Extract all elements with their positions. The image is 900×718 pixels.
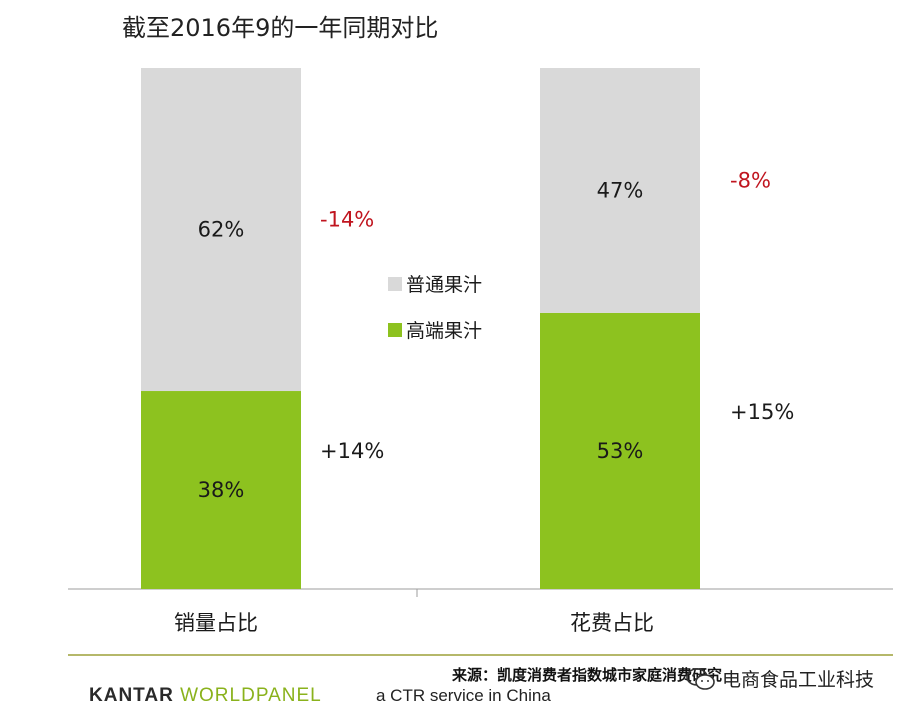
- legend-label-regular: 普通果汁: [406, 274, 482, 296]
- change-label-premium-2: +15%: [730, 400, 794, 424]
- change-label-premium-1: +14%: [320, 439, 384, 463]
- bar-premium-2: [540, 312, 700, 589]
- brand-tagline: a CTR service in China: [376, 686, 551, 705]
- watermark-text: 电商食品工业科技: [722, 669, 875, 691]
- legend-swatch-regular: [388, 277, 402, 291]
- legend-swatch-premium: [388, 323, 402, 337]
- data-label-premium-2: 53%: [597, 439, 644, 463]
- watermark: 电商食品工业科技: [686, 665, 874, 692]
- data-label-regular-1: 62%: [198, 218, 245, 242]
- brand-name-part2: WORLDPANEL: [180, 685, 322, 706]
- data-label-premium-1: 38%: [198, 478, 245, 502]
- change-label-regular-1: -14%: [320, 208, 374, 232]
- category-label-1: 销量占比: [174, 611, 258, 635]
- footer-divider: [68, 654, 893, 656]
- source-note: 来源：凯度消费者指数城市家庭消费研究: [452, 666, 723, 684]
- bar-regular-2: [540, 68, 700, 313]
- bar-premium-1: [141, 391, 301, 589]
- category-label-2: 花费占比: [570, 611, 654, 635]
- data-label-regular-2: 47%: [597, 178, 644, 202]
- brand-name-part1: KANTAR: [89, 685, 181, 706]
- wechat-icon: [686, 667, 715, 690]
- chart-title: 截至2016年9的一年同期对比: [122, 14, 439, 42]
- bar-regular-1: [141, 68, 301, 392]
- kantar-worldpanel-logo: KANTAR WORLDPANEL: [89, 684, 322, 707]
- change-label-regular-2: -8%: [730, 168, 771, 192]
- legend-label-premium: 高端果汁: [406, 320, 482, 342]
